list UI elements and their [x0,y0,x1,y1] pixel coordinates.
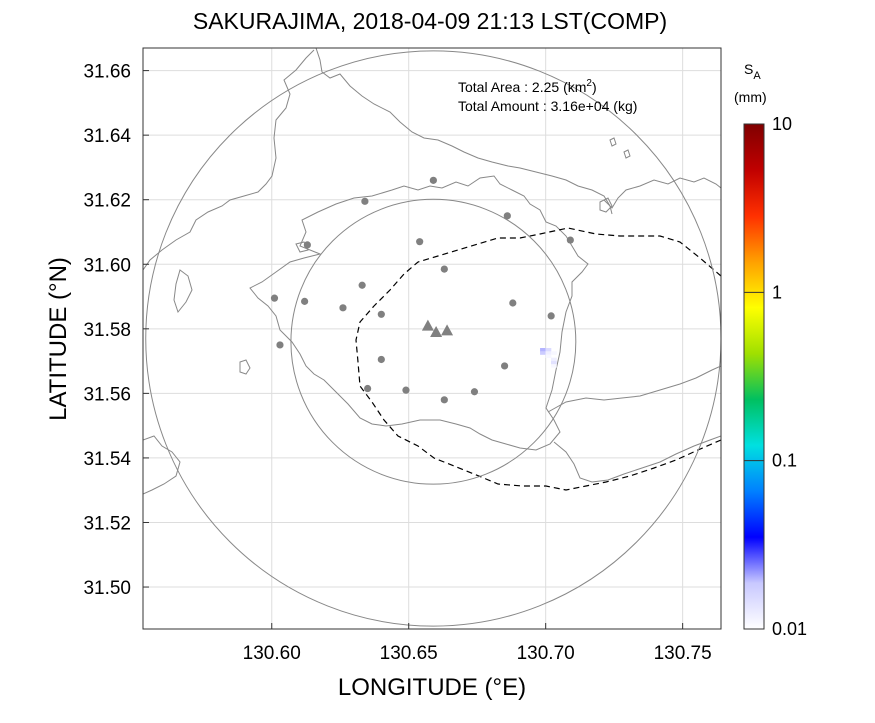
distance-circles [145,50,721,627]
colorbar-tick-label-3: 0.01 [772,619,807,639]
ash-cell-0 [540,348,546,352]
ash-cell-1 [545,348,552,352]
y-tick-label-4: 31.58 [83,320,131,341]
station-marker-15 [377,355,385,364]
y-tick-label-8: 31.66 [83,62,131,83]
y-tick-label-1: 31.52 [83,513,131,534]
y-tick-label-7: 31.64 [83,126,131,147]
station-marker-6 [440,265,448,273]
x-tick-label-3: 130.75 [654,643,712,664]
x-axis-ticks: 130.60 130.65 130.70 130.75 [243,623,712,664]
info-box: Total Area : 2.25 (km2) Total Amount : 3… [458,78,637,114]
x-tick-label-2: 130.70 [517,643,575,664]
ash-cell-8 [551,364,557,368]
vent-marker-0 [421,319,434,331]
y-axis-title: LATITUDE (°N) [45,257,72,421]
small-island-4 [623,149,631,159]
station-marker-14 [276,341,284,349]
vent-marker-1 [430,326,443,338]
y-tick-label-6: 31.62 [83,191,131,212]
y-tick-label-5: 31.60 [83,255,131,276]
y-axis-ticks: 31.50 31.52 31.54 31.56 31.58 31.60 31.62 31.64… [83,62,149,599]
station-marker-11 [339,304,347,312]
station-marker-8 [301,297,309,305]
small-island-1 [239,359,251,375]
coastline [143,48,721,495]
station-marker-20 [440,396,448,404]
station-marker-10 [509,299,517,307]
small-island-2 [295,241,309,253]
ash-cell-3 [545,351,552,355]
station-marker-1 [361,197,369,205]
vent-marker-2 [441,324,454,336]
y-tick-label-0: 31.50 [83,578,131,599]
small-island-3 [599,197,613,213]
ash-cell-4 [551,351,557,355]
station-marker-7 [270,294,279,302]
mainland-coast-west [143,49,315,271]
ash-cell-6 [551,357,557,362]
distance-circle-1 [145,50,721,627]
colorbar-symbol: SA [744,61,761,82]
colorbar: SA (mm) 10 1 0.1 0.01 [734,61,807,639]
western-shore [143,435,181,495]
colorbar-tick-label-2: 0.1 [772,451,797,471]
station-marker-13 [547,312,555,320]
mainland-coast-east [603,177,721,209]
x-tick-label-0: 130.60 [243,643,301,664]
station-marker-16 [500,362,509,370]
station-marker-9 [358,281,366,289]
station-marker-3 [303,241,311,249]
mainland-coast-north [315,48,613,215]
ash-cell-7 [551,360,557,365]
ash-cell-5 [545,354,552,359]
station-marker-2 [503,212,511,220]
small-island-5 [609,137,617,147]
station-marker-4 [416,238,424,246]
colorbar-tick-label-0: 10 [772,114,792,134]
station-marker-17 [364,384,372,393]
western-island [173,269,193,314]
station-marker-12 [377,310,385,318]
colorbar-tick-label-1: 1 [772,282,782,302]
station-marker-18 [402,386,410,394]
colorbar-gradient [743,123,765,630]
total-amount-text: Total Amount : 3.16e+04 (kg) [458,98,637,114]
restricted-area-boundary [355,227,721,491]
sakurajima-coastline [249,175,589,451]
observation-stations [270,176,574,404]
plot-frame [142,47,722,630]
station-marker-19 [470,388,479,396]
distance-circle-0 [290,198,577,485]
x-axis-title: LONGITUDE (°E) [338,674,526,701]
vents [421,319,454,338]
map-title: SAKURAJIMA, 2018-04-09 21:13 LST(COMP) [192,8,668,34]
mainland-coast-southeast [547,365,721,413]
y-tick-label-3: 31.56 [83,384,131,405]
osumi-coast-south [553,435,721,483]
station-marker-5 [566,236,574,244]
x-tick-label-1: 130.65 [380,643,438,664]
station-marker-0 [429,176,437,184]
total-area-text: Total Area : 2.25 (km2) [458,78,597,95]
ash-cells [540,348,557,368]
y-tick-label-2: 31.54 [83,449,131,470]
colorbar-unit: (mm) [734,89,767,105]
ash-cell-2 [540,351,546,355]
